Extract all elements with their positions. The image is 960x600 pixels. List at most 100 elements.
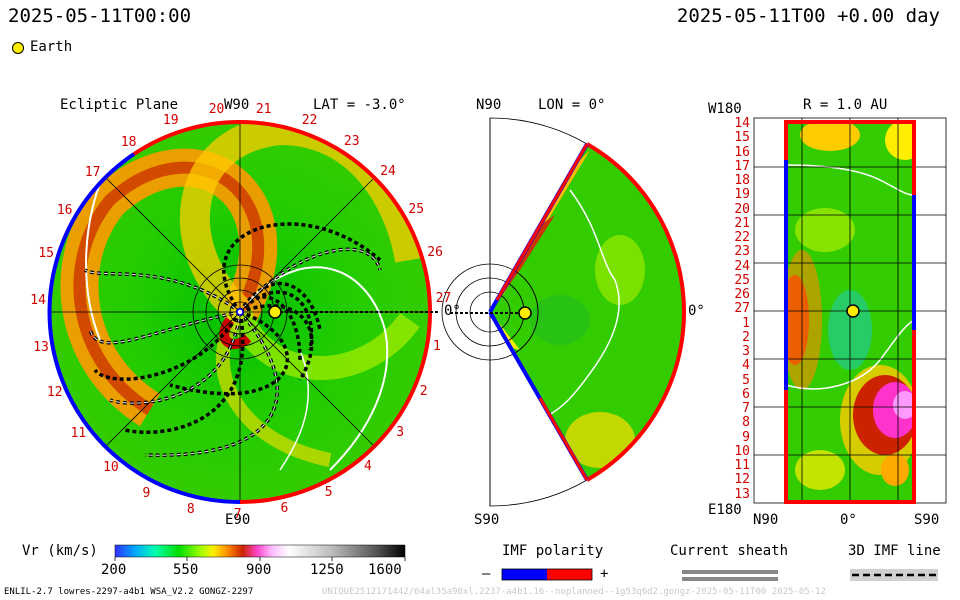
sector-number: 23 xyxy=(343,133,360,149)
latlon-row-label: 25 xyxy=(734,272,750,288)
sector-number: 1 xyxy=(433,338,441,354)
latlon-row-label: 6 xyxy=(742,386,750,402)
sector-number: 3 xyxy=(396,424,405,440)
latlon-row-label: 18 xyxy=(734,173,750,189)
earth-legend-label: Earth xyxy=(30,39,73,55)
sector-number: 21 xyxy=(255,102,272,118)
meridional-top-label: N90 xyxy=(476,97,502,113)
imf-polarity-minus: – xyxy=(482,566,491,582)
latlon-row-label: 11 xyxy=(734,458,750,474)
latlon-row-label: 8 xyxy=(742,415,750,431)
timestamp-right: 2025-05-11T00 +0.00 day xyxy=(676,5,940,27)
sector-number: 16 xyxy=(56,203,73,219)
latlon-row-label: 3 xyxy=(742,344,750,360)
sector-number: 11 xyxy=(70,425,87,441)
ecliptic-plane-panel xyxy=(47,119,440,505)
latlon-top-left-label: W180 xyxy=(708,101,742,117)
latlon-row-label: 1 xyxy=(742,315,750,331)
colorbar-tick-550: 550 xyxy=(173,562,199,578)
latlon-tick-s90: S90 xyxy=(914,512,940,528)
sector-number: 26 xyxy=(427,245,443,261)
latlon-row-label: 21 xyxy=(734,215,750,231)
imf-line-swatch xyxy=(850,569,938,581)
latlon-tick-0: 0° xyxy=(840,512,857,528)
imf-polarity-label: IMF polarity xyxy=(502,543,604,559)
latlon-row-label: 12 xyxy=(734,472,750,488)
latlon-row-label: 24 xyxy=(734,258,750,274)
latlon-row-label: 27 xyxy=(734,301,750,317)
sector-number: 10 xyxy=(103,459,119,475)
sector-number: 18 xyxy=(120,134,137,150)
footer-model-info: ENLIL-2.7 lowres-2297-a4b1 WSA_V2.2 GONG… xyxy=(4,587,254,597)
sector-number: 5 xyxy=(324,485,333,501)
latlon-row-label: 7 xyxy=(742,401,750,417)
latlon-row-label: 23 xyxy=(734,244,750,260)
earth-marker-latlon xyxy=(846,304,860,318)
latlon-panel xyxy=(753,117,947,504)
vr-colorbar xyxy=(114,544,406,558)
meridional-right-label: 0° xyxy=(688,303,705,319)
meridional-panel xyxy=(441,117,686,507)
meridional-lon-label: LON = 0° xyxy=(538,97,606,113)
imf-line-label: 3D IMF line xyxy=(848,543,941,559)
ecliptic-top-label: W90 xyxy=(224,97,250,113)
colorbar-tick-1250: 1250 xyxy=(310,562,344,578)
sector-number: 15 xyxy=(38,246,54,262)
sector-number: 14 xyxy=(30,292,46,308)
sector-number: 17 xyxy=(84,165,101,181)
sun-marker xyxy=(236,308,244,316)
sector-number: 25 xyxy=(408,201,425,217)
earth-marker-icon xyxy=(12,42,24,54)
ecliptic-right-label: 0° xyxy=(444,303,461,319)
meridional-bottom-label: S90 xyxy=(474,512,500,528)
latlon-row-label: 13 xyxy=(734,486,750,502)
footer-run-id: UNIQUE2512171442/64al35a90xl.2237-a4b1.1… xyxy=(322,587,826,597)
sector-number: 4 xyxy=(364,459,372,475)
sector-number: 13 xyxy=(33,339,49,355)
sector-number: 7 xyxy=(233,506,242,522)
ecliptic-title: Ecliptic Plane xyxy=(60,97,179,113)
sector-number: 9 xyxy=(142,485,151,501)
latlon-bottom-left-label: E180 xyxy=(708,502,742,518)
latlon-row-label: 9 xyxy=(742,429,750,445)
sector-number: 2 xyxy=(419,383,428,399)
latlon-row-label: 15 xyxy=(734,130,750,146)
latlon-row-label: 19 xyxy=(734,187,750,203)
colorbar-label: Vr (km/s) xyxy=(22,543,98,559)
earth-marker-ecliptic xyxy=(268,305,282,319)
earth-marker-meridional xyxy=(518,306,532,320)
negative-polarity-arc xyxy=(47,152,241,505)
latlon-row-label: 26 xyxy=(734,287,750,303)
sector-number: 27 xyxy=(435,291,452,307)
latlon-tick-n90: N90 xyxy=(753,512,779,528)
colorbar-tick-200: 200 xyxy=(101,562,127,578)
current-sheath-label: Current sheath xyxy=(670,543,789,559)
colorbar-tick-900: 900 xyxy=(246,562,272,578)
sector-number: 8 xyxy=(186,501,195,517)
latlon-row-label: 14 xyxy=(734,116,750,131)
sector-number: 24 xyxy=(380,164,396,180)
latlon-row-label: 5 xyxy=(742,372,750,388)
imf-polarity-plus: + xyxy=(600,566,609,582)
ecliptic-bottom-label: E90 xyxy=(225,512,251,528)
sector-number: 19 xyxy=(162,113,179,129)
latlon-row-label: 16 xyxy=(734,144,750,160)
sector-number: 6 xyxy=(280,501,289,517)
sector-number: 12 xyxy=(46,385,63,401)
current-sheath-swatch xyxy=(682,570,778,574)
latlon-row-label: 17 xyxy=(734,158,750,174)
sector-number: 20 xyxy=(208,102,225,118)
timestamp-left: 2025-05-11T00:00 xyxy=(8,5,192,27)
latlon-title: R = 1.0 AU xyxy=(803,97,888,113)
latlon-row-label: 4 xyxy=(742,358,750,374)
negative-polarity-swatch xyxy=(502,569,547,580)
latlon-row-label: 22 xyxy=(734,230,750,246)
positive-polarity-swatch xyxy=(547,569,592,580)
sector-number: 22 xyxy=(301,112,318,128)
ecliptic-lat-label: LAT = -3.0° xyxy=(313,97,406,113)
colorbar-tick-1600: 1600 xyxy=(368,562,402,578)
latlon-row-label: 10 xyxy=(734,443,750,459)
latlon-row-label: 2 xyxy=(742,329,750,345)
latlon-row-label: 20 xyxy=(734,201,750,217)
